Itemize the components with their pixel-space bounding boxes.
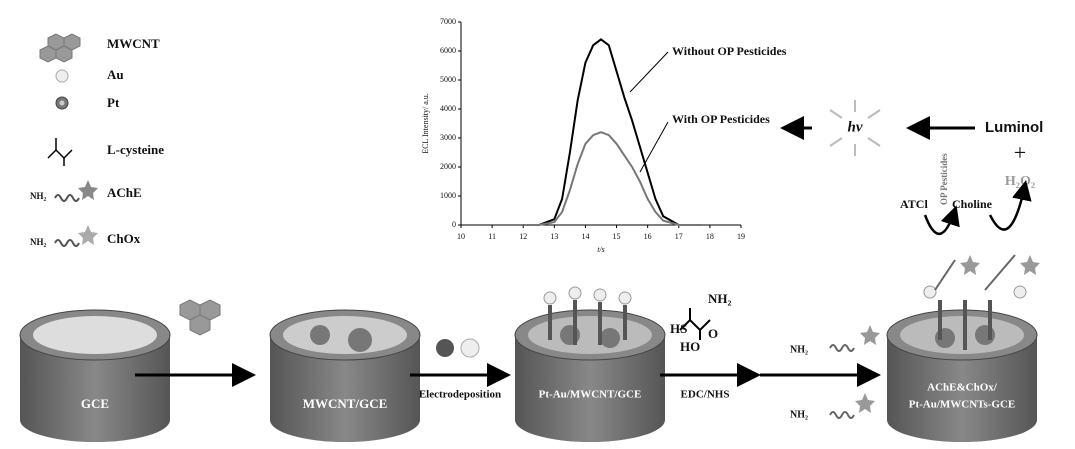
x-axis-label: t/s [597, 245, 605, 254]
y-tick-label: 1000 [440, 191, 456, 200]
legend-label: Au [107, 67, 124, 82]
x-tick-label: 14 [581, 232, 589, 241]
reaction-label: OP Pesticides [939, 153, 949, 205]
step-label: AChE&ChOx/ [927, 382, 998, 394]
nh2-label: NH₂ [790, 344, 808, 355]
x-tick-label: 17 [675, 232, 683, 241]
nh2-label: NH₂ [30, 191, 47, 201]
x-tick-label: 12 [519, 232, 527, 241]
molecule-label: O [708, 326, 718, 341]
y-tick-label: 5000 [440, 75, 456, 84]
hv-label: hν [848, 119, 863, 135]
annotation-pointer [639, 121, 669, 173]
nh2-label: NH₂ [30, 237, 47, 247]
y-tick-label: 4000 [440, 104, 456, 113]
series-line [523, 38, 701, 226]
nh2-label: NH₂ [790, 409, 808, 420]
step-label: GCE [81, 396, 109, 411]
series-line [523, 131, 701, 226]
molecule-label: NH₂ [708, 291, 732, 306]
molecule-label: HO [680, 339, 700, 354]
hv-rays [829, 100, 881, 156]
reaction-label: + [1014, 140, 1026, 165]
legend-label: Pt [107, 95, 120, 110]
y-tick-label: 0 [452, 220, 456, 229]
y-tick-label: 6000 [440, 46, 456, 55]
legend-label: MWCNT [107, 36, 160, 51]
x-tick-label: 13 [550, 232, 558, 241]
step-label: Pt-Au/MWCNTs-GCE [909, 399, 1016, 411]
series-annotation: With OP Pesticides [672, 112, 770, 126]
series-annotation: Without OP Pesticides [672, 44, 787, 58]
step-label: Pt-Au/MWCNT/GCE [539, 389, 642, 401]
reaction-curves [923, 180, 1032, 235]
legend-icons [39, 33, 98, 247]
legend-label: AChE [107, 185, 142, 200]
electrodes [19, 254, 1040, 442]
y-tick-label: 2000 [440, 162, 456, 171]
x-tick-label: 10 [457, 232, 465, 241]
y-axis-label: ECL Intensity/ a.u. [421, 93, 430, 154]
reaction-label: Luminol [985, 119, 1043, 136]
x-tick-label: 19 [737, 232, 745, 241]
chart: 0 1000 2000 3000 4000 5000 6000 7000 10 11 12 13 14 1… [421, 17, 787, 254]
reaction-label: Choline [952, 197, 993, 211]
step-label: EDC/NHS [681, 389, 730, 401]
x-tick-label: 18 [706, 232, 714, 241]
x-tick-label: 11 [488, 232, 496, 241]
annotation-pointer [629, 51, 669, 93]
x-tick-label: 15 [613, 232, 621, 241]
step-label: MWCNT/GCE [303, 396, 388, 411]
legend-label: ChOx [107, 231, 141, 246]
molecule-label: HS [670, 321, 687, 336]
step-label: Electrodeposition [419, 389, 501, 401]
y-tick-label: 7000 [440, 17, 456, 26]
x-tick-label: 16 [644, 232, 652, 241]
reaction-label: H₂O₂ [1005, 174, 1035, 189]
reaction-label: ATCl [900, 197, 928, 211]
y-tick-label: 3000 [440, 133, 456, 142]
legend-label: L-cysteine [107, 142, 164, 157]
